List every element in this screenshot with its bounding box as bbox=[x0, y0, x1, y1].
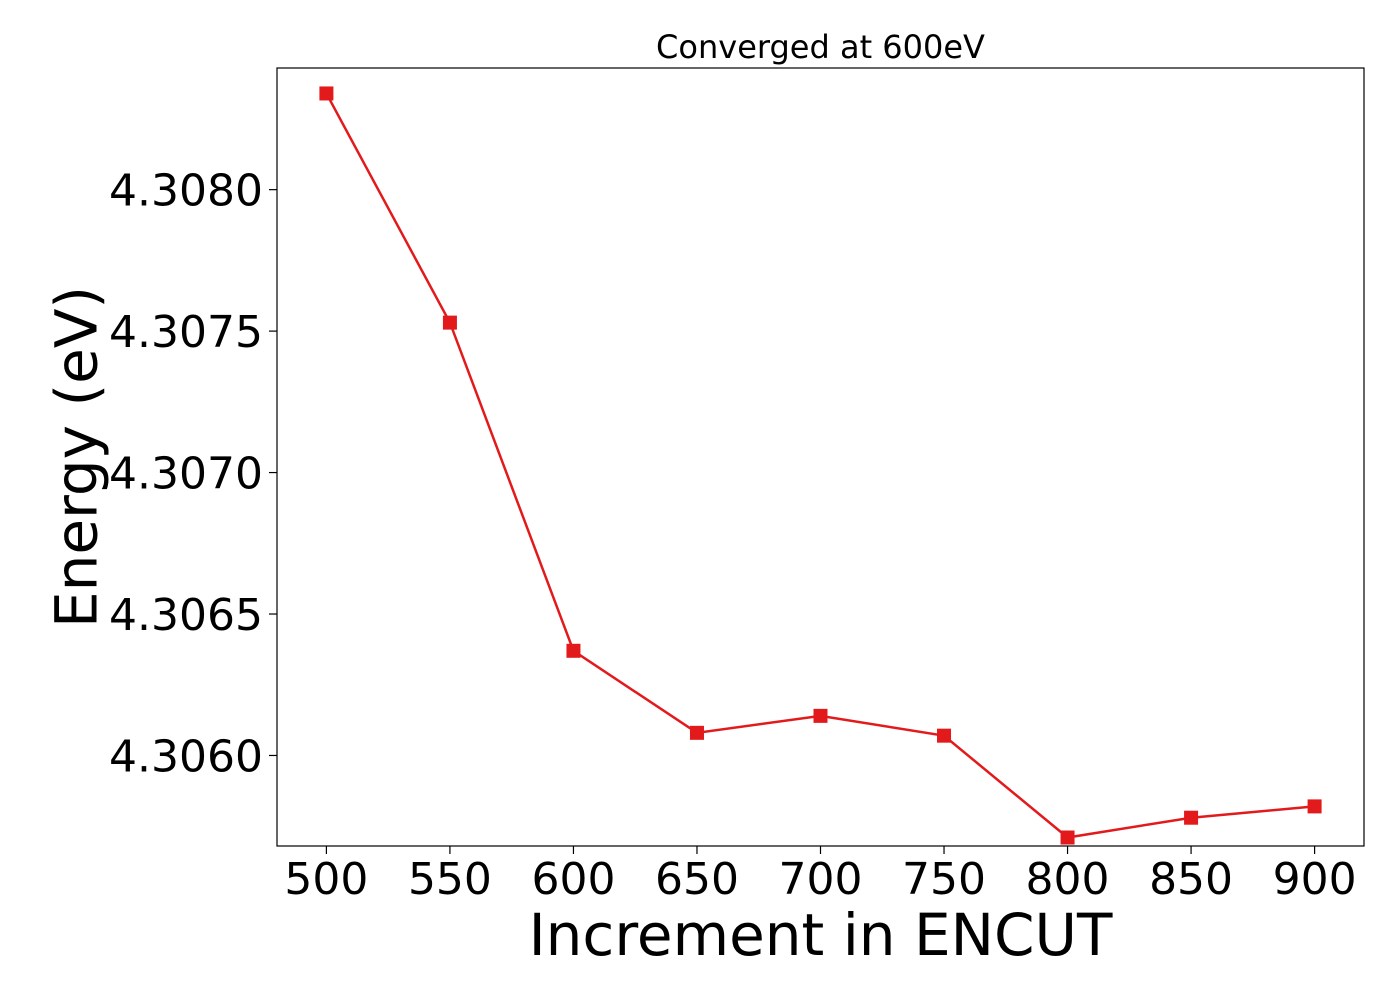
x-tick-label: 900 bbox=[1273, 854, 1357, 905]
x-tick-label: 850 bbox=[1149, 854, 1233, 905]
x-tick-label: 650 bbox=[655, 854, 739, 905]
x-tick-label: 550 bbox=[408, 854, 492, 905]
y-tick-label: 4.3060 bbox=[109, 731, 263, 782]
y-axis-ticks: 4.3060 4.3065 4.3070 4.3075 4.3080 bbox=[109, 165, 277, 782]
x-tick-label: 800 bbox=[1026, 854, 1110, 905]
y-tick-label: 4.3065 bbox=[109, 590, 263, 641]
x-tick-label: 500 bbox=[284, 854, 368, 905]
x-axis-ticks: 500 550 600 650 700 750 800 850 900 bbox=[284, 846, 1357, 905]
data-point-marker bbox=[1307, 799, 1322, 814]
x-axis-title: Increment in ENCUT bbox=[529, 901, 1113, 969]
y-axis-title: Energy (eV) bbox=[42, 286, 110, 628]
series-layer bbox=[319, 86, 1322, 845]
y-tick-label: 4.3070 bbox=[109, 448, 263, 499]
data-point-marker bbox=[319, 86, 334, 101]
y-tick-label: 4.3080 bbox=[109, 165, 263, 216]
x-tick-label: 750 bbox=[902, 854, 986, 905]
data-point-marker bbox=[689, 725, 704, 740]
data-point-marker bbox=[442, 315, 457, 330]
plot-area-frame bbox=[276, 67, 1365, 847]
x-tick-label: 600 bbox=[531, 854, 615, 905]
y-tick-label: 4.3075 bbox=[109, 307, 263, 358]
chart-title: Converged at 600eV bbox=[656, 28, 985, 66]
x-tick-label: 700 bbox=[779, 854, 863, 905]
data-point-marker bbox=[566, 643, 581, 658]
series-line bbox=[325, 92, 1315, 839]
data-point-marker bbox=[1184, 810, 1199, 825]
data-point-marker bbox=[937, 728, 952, 743]
data-point-marker bbox=[813, 708, 828, 723]
data-point-marker bbox=[1060, 830, 1075, 845]
